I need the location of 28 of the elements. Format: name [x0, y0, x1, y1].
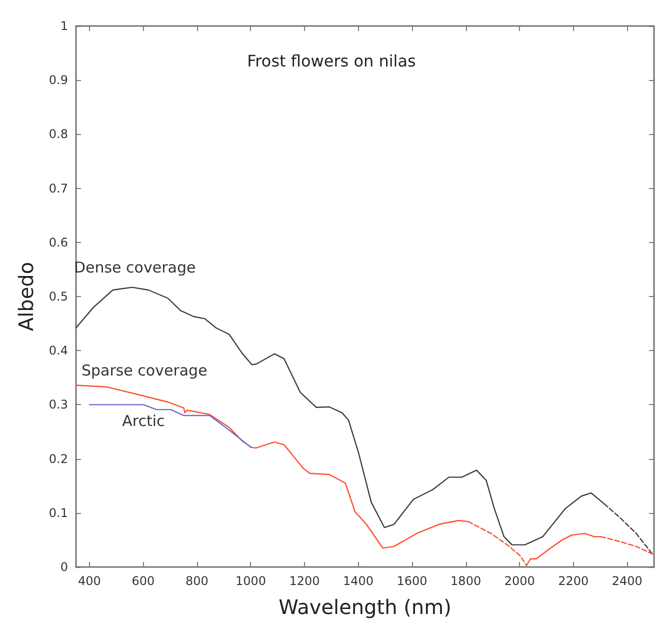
- x-tick-label: 2000: [504, 574, 535, 588]
- y-tick-label: 0.3: [48, 398, 68, 412]
- x-tick-label: 1800: [450, 574, 482, 588]
- y-tick-label: 0.4: [48, 344, 68, 358]
- x-tick-label: 2200: [558, 574, 589, 588]
- x-tick-label: 400: [78, 574, 101, 588]
- y-tick-label: 0.6: [48, 235, 68, 250]
- text: Frost flowers on nilas: [247, 52, 416, 70]
- x-tick-label: 1600: [396, 574, 428, 588]
- y-tick-label: 0.8: [48, 127, 68, 142]
- x-tick-label: 1000: [235, 574, 266, 588]
- y-tick-label: 0.1: [48, 506, 68, 520]
- x-tick-label: 1200: [289, 574, 320, 588]
- y-tick-label: 0: [60, 560, 68, 574]
- x-tick-label: 600: [132, 574, 155, 588]
- series-label: Arctic: [122, 412, 165, 430]
- series-label: Sparse coverage: [81, 361, 208, 380]
- y-axis-title: Albedo: [14, 262, 38, 332]
- line-series: [88, 404, 252, 448]
- y-tick-label: 1: [60, 19, 68, 33]
- y-tick-label: 0.5: [48, 290, 68, 304]
- y-tick-label: 0.7: [48, 181, 68, 196]
- x-tick-label: 2400: [612, 574, 642, 588]
- y-tick-label: 0.9: [48, 73, 68, 88]
- x-tick-label: 800: [186, 574, 208, 588]
- y-tick-label: 0.2: [48, 452, 68, 466]
- x-tick-label: 1400: [343, 574, 374, 588]
- x-axis-title: Wavelength (nm): [278, 595, 452, 619]
